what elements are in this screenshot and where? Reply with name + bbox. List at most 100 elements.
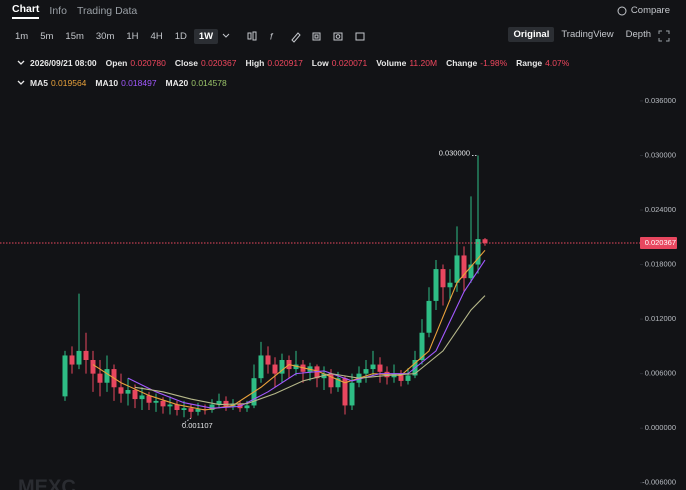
info-value: 0.020780 [130, 58, 166, 68]
candle-body [370, 364, 376, 370]
ma-line [127, 259, 486, 409]
candle-body [468, 264, 474, 279]
ma-value: 0.014578 [191, 78, 227, 88]
info-value: 11.20M [409, 58, 438, 68]
candle-body [118, 387, 124, 394]
candle-body [279, 360, 285, 374]
ma-info: MA5 0.019564 MA10 0.018497 MA20 0.014578 [0, 76, 686, 90]
ma-line [92, 249, 486, 411]
y-tick-label: 0.024000 [645, 205, 676, 214]
candle-body [244, 405, 250, 409]
candle-body [90, 360, 96, 374]
y-tick-label: 0.000000 [645, 423, 676, 432]
interval-button[interactable]: 1W [193, 28, 219, 44]
y-tick-label: 0.030000 [645, 150, 676, 159]
candle-body [174, 404, 180, 410]
candle-body [104, 369, 110, 383]
template-icon[interactable] [355, 32, 365, 41]
candle-body [181, 408, 187, 410]
candle-body [335, 378, 341, 388]
candle-body [69, 355, 75, 365]
last-price-tag [640, 237, 677, 250]
interval-button[interactable]: 1m [15, 30, 29, 42]
candle-body [426, 300, 432, 333]
candle-body [363, 369, 369, 374]
compare-button[interactable]: Compare [617, 5, 670, 16]
tab[interactable]: Trading Data [76, 5, 138, 17]
candle-body [349, 382, 355, 406]
info-value: 0.020071 [331, 58, 368, 68]
info-value: -1.98% [480, 58, 508, 68]
candle-body [377, 364, 383, 372]
ma-line [134, 295, 486, 406]
info-value: 4.07% [545, 58, 570, 68]
candle-body [328, 373, 334, 388]
interval-button[interactable]: 15m [65, 30, 84, 42]
y-tick-label: 0.036000 [645, 96, 676, 105]
candle-body [398, 373, 404, 381]
candle-body [76, 350, 82, 365]
candle-body [195, 409, 201, 412]
interval-button[interactable]: 30m [95, 30, 115, 42]
y-tick-label: 0.006000 [645, 369, 676, 378]
interval-button[interactable]: 5m [40, 30, 54, 42]
candle-body [153, 400, 159, 403]
view-switch: Original TradingView Depth [508, 27, 656, 42]
tab-bar: Chart Info Trading Data [0, 2, 686, 20]
low-pointer [180, 417, 192, 426]
info-label: Change [446, 58, 478, 68]
y-tick-label: 0.018000 [645, 260, 676, 269]
info-label: Range [516, 58, 543, 68]
compare-label: Compare [630, 5, 670, 16]
candle-body [97, 373, 103, 383]
ma-value: 0.019564 [50, 78, 87, 88]
candle-body [461, 255, 467, 279]
compare-icon [617, 6, 627, 15]
high-label: 0.030000 [439, 148, 470, 157]
settings-icon[interactable] [312, 32, 321, 41]
candle-body [293, 364, 299, 370]
date: 2026/09/21 08:00 [30, 58, 97, 68]
candle-body [223, 400, 229, 407]
info-label: Volume [376, 58, 407, 68]
candle-body [454, 255, 460, 283]
indicator-icon[interactable]: f [270, 31, 274, 41]
low-label: 0.001107 [182, 421, 213, 430]
candle-body [167, 404, 173, 407]
candle-body [314, 366, 320, 379]
ma-value: 0.018497 [121, 78, 157, 88]
expand-icon[interactable] [658, 30, 670, 42]
view-button[interactable]: TradingView [561, 29, 614, 40]
view-button[interactable]: Depth [625, 29, 651, 40]
candle-body [258, 355, 264, 379]
tab[interactable]: Info [49, 5, 67, 17]
tab[interactable]: Chart [12, 3, 40, 19]
view-button[interactable]: Original [508, 27, 555, 42]
interval-button[interactable]: 1H [126, 30, 139, 42]
ma-label: MA20 [165, 78, 189, 88]
collapse-icon[interactable] [17, 59, 25, 67]
dropdown-icon[interactable] [222, 33, 230, 38]
interval-button[interactable]: 4H [150, 30, 163, 42]
y-tick-label: 0.012000 [645, 314, 676, 323]
candle-body [419, 332, 425, 360]
last-price-label: 0.020367 [645, 238, 676, 247]
info-label: Open [105, 58, 128, 68]
candle-body [265, 355, 271, 365]
interval-button[interactable]: 1D [174, 30, 187, 42]
info-value: 0.020917 [267, 58, 303, 68]
candle-body [209, 404, 215, 410]
candle-body [139, 395, 145, 400]
info-label: Close [174, 58, 198, 68]
candle-body [146, 395, 152, 403]
candle-body [272, 364, 278, 374]
candle-body [405, 375, 411, 381]
collapse-icon[interactable] [17, 79, 25, 87]
screenshot-icon[interactable] [333, 32, 343, 41]
candle-type-icon[interactable] [247, 31, 257, 41]
draw-icon[interactable] [291, 32, 301, 43]
candle-body [216, 400, 222, 405]
candle-body [132, 390, 138, 400]
candle-body [62, 355, 68, 397]
